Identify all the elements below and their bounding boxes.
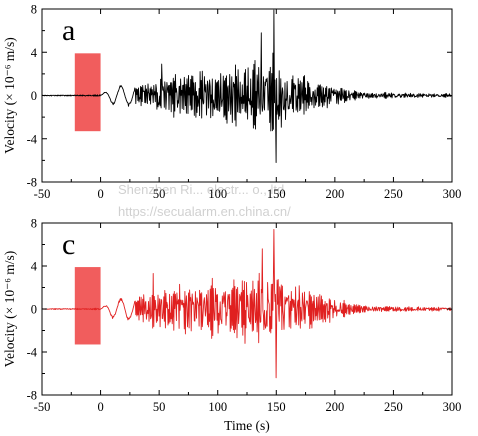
x-tick-label: 150 bbox=[267, 187, 286, 201]
x-tick-label: -50 bbox=[34, 400, 51, 414]
panel-label: c bbox=[62, 228, 75, 261]
y-tick-label: -8 bbox=[27, 176, 37, 190]
y-tick-label: 4 bbox=[31, 260, 38, 274]
x-tick-label: 0 bbox=[97, 400, 103, 414]
watermark-url: https://secualarm.en.china.cn/ bbox=[118, 204, 291, 219]
x-tick-label: 0 bbox=[97, 187, 103, 201]
x-tick-label: 200 bbox=[325, 400, 344, 414]
x-tick-label: 300 bbox=[443, 187, 462, 201]
x-tick-label: -50 bbox=[34, 187, 51, 201]
panel-label: a bbox=[62, 14, 75, 47]
highlight-box bbox=[74, 53, 101, 132]
x-tick-label: 100 bbox=[208, 187, 227, 201]
y-tick-label: -4 bbox=[27, 346, 38, 360]
y-axis-label: Velocity (× 10⁻⁶ m/s) bbox=[2, 251, 17, 368]
x-tick-label: 50 bbox=[153, 187, 166, 201]
watermark-company: Shenzhen Ri... electr... o., ltd bbox=[118, 182, 285, 197]
y-tick-label: 8 bbox=[31, 3, 37, 17]
x-tick-label: 250 bbox=[384, 187, 403, 201]
x-tick-label: 200 bbox=[325, 187, 344, 201]
x-tick-label: 100 bbox=[208, 400, 227, 414]
y-tick-label: 0 bbox=[31, 303, 37, 317]
chart-panel-c: -50 0 50 100 150 200 250 300 -8 -4 0 4 8 Velocity (× … bbox=[2, 217, 461, 434]
series-line-c bbox=[41, 228, 452, 379]
y-tick-label: 0 bbox=[31, 89, 37, 103]
chart-panel-a: -50 0 50 100 150 200 250 300 -8 -4 0 4 8 Velocity (× … bbox=[2, 3, 461, 202]
x-tick-label: 300 bbox=[443, 400, 462, 414]
y-tick-label: -4 bbox=[27, 132, 38, 146]
highlight-box bbox=[74, 267, 101, 345]
x-axis-label: Time (s) bbox=[224, 418, 270, 433]
y-tick-label: 8 bbox=[31, 217, 37, 231]
series-line-a bbox=[41, 9, 452, 163]
y-tick-label: -8 bbox=[27, 389, 37, 403]
x-tick-label: 250 bbox=[384, 400, 403, 414]
x-tick-label: 150 bbox=[267, 400, 286, 414]
x-tick-label: 50 bbox=[153, 400, 166, 414]
y-axis-label: Velocity (× 10⁻⁶ m/s) bbox=[2, 37, 17, 154]
y-tick-label: 4 bbox=[31, 46, 38, 60]
